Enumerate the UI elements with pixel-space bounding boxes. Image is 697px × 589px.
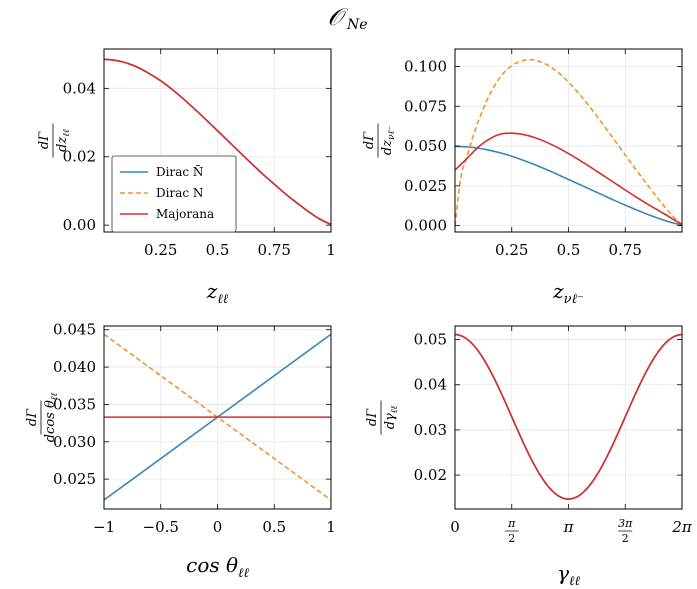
x-tick-label: π <box>563 518 575 536</box>
x-axis-label: zℓℓ <box>206 279 229 307</box>
x-axis-label-sub: νℓ⁻ <box>564 292 584 307</box>
x-axis-label-sub: ℓℓ <box>217 292 228 307</box>
series-line-majorana <box>455 333 682 500</box>
y-axis-label-num: dΓ <box>362 131 377 149</box>
x-tick-label: 0.75 <box>258 241 291 259</box>
x-tick-label: 0.5 <box>262 518 286 536</box>
y-tick-label: 0.025 <box>53 470 96 488</box>
x-axis-label: cos θℓℓ <box>186 553 249 581</box>
y-tick-label: 0.02 <box>414 466 447 484</box>
x-axis-label-sub: ℓℓ <box>238 566 249 581</box>
series-line-dirac-nbar <box>455 145 682 226</box>
legend-label: Majorana <box>156 207 214 221</box>
series-group <box>104 58 331 226</box>
y-axis-label-den: dzνℓ⁻ <box>380 126 397 155</box>
y-tick-label: 0.040 <box>53 358 96 376</box>
y-axis-label-num: dΓ <box>25 408 40 426</box>
x-tick-label: 1 <box>326 241 336 259</box>
y-axis-label: dΓ dcos θℓℓ <box>25 392 60 442</box>
y-axis-label-den-main: dcos θ <box>43 400 58 442</box>
y-axis-label: dΓ dγℓℓ <box>365 400 400 435</box>
y-tick-label: 0.02 <box>63 148 96 166</box>
x-axis-label-main: γ <box>557 561 569 585</box>
y-tick-label: 0.050 <box>404 137 447 155</box>
title-main: 𝒪 <box>327 3 348 31</box>
chart-znul: 0.25 0.5 0.750.0000.0250.0500.0750.100zνℓ⁻… <box>362 48 683 307</box>
y-tick-label: 0.000 <box>404 217 447 235</box>
x-tick-label: 0.25 <box>495 241 528 259</box>
series-line-majorana <box>104 58 331 226</box>
x-tick-label-num: π <box>507 517 516 530</box>
x-tick-label: 0.25 <box>144 241 177 259</box>
legend-box <box>111 155 237 233</box>
x-tick-label: 1 <box>326 518 336 536</box>
x-tick-label: 3π2 <box>618 517 633 545</box>
y-axis-label-den-sub: νℓ⁻ <box>387 126 397 140</box>
y-axis-label-den-sub: ℓℓ <box>50 392 60 400</box>
x-tick-label-den: 2 <box>508 532 515 545</box>
x-axis-label-main: z <box>552 279 564 303</box>
y-axis-label-num: dΓ <box>37 131 52 149</box>
y-tick-label: 0.04 <box>414 376 447 394</box>
legend-label: Dirac N̄ <box>156 164 203 179</box>
y-axis-label-den: dγℓℓ <box>383 405 400 429</box>
series-line-majorana <box>455 132 682 226</box>
series-group <box>455 58 682 226</box>
x-tick-label: 0 <box>450 518 460 536</box>
y-tick-label: 0.00 <box>63 216 96 234</box>
figure-title: 𝒪 Ne <box>327 3 367 33</box>
y-axis-label-den: dcos θℓℓ <box>43 392 60 442</box>
title-subscript: Ne <box>346 17 368 33</box>
y-tick-label: 0.100 <box>404 58 447 76</box>
y-tick-label: 0.030 <box>53 433 96 451</box>
series-group <box>455 333 682 500</box>
x-tick-label: π2 <box>504 517 519 545</box>
y-axis-label-num: dΓ <box>365 408 380 426</box>
series-group <box>104 333 331 501</box>
x-axis-label: zνℓ⁻ <box>552 279 584 307</box>
y-axis-label: dΓ dzνℓ⁻ <box>362 123 397 158</box>
y-tick-label: 0.025 <box>404 177 447 195</box>
y-axis-label-den-sub: ℓℓ <box>390 405 400 413</box>
y-tick-label: 0.03 <box>414 421 447 439</box>
x-axis-label: γℓℓ <box>557 561 580 589</box>
y-axis-label: dΓ dzℓℓ <box>37 123 72 158</box>
x-tick-label: 2π <box>671 518 693 536</box>
y-axis-label-den-main: dz <box>380 140 395 155</box>
y-tick-label: 0.045 <box>53 321 96 339</box>
x-tick-label: 0 <box>213 518 223 536</box>
x-tick-label: −1 <box>93 518 115 536</box>
x-tick-label: 0.5 <box>206 241 230 259</box>
y-axis-label-den-sub: ℓℓ <box>62 129 72 137</box>
y-axis-label-den-main: dγ <box>383 413 398 429</box>
x-tick-label: 0.5 <box>557 241 581 259</box>
x-axis-label-main: z <box>206 279 218 303</box>
y-tick-label: 0.05 <box>414 331 447 349</box>
y-tick-label: 0.035 <box>53 395 96 413</box>
x-axis-label-sub: ℓℓ <box>569 574 580 589</box>
x-tick-label: −0.5 <box>143 518 179 536</box>
x-tick-label: 0.75 <box>609 241 642 259</box>
x-axis-label-main: cos θ <box>186 553 238 577</box>
x-tick-label-num: 3π <box>618 517 633 530</box>
y-axis-label-den: dzℓℓ <box>55 129 72 152</box>
y-axis-label-den-main: dz <box>55 137 70 152</box>
x-tick-label-den: 2 <box>622 532 629 545</box>
y-tick-label: 0.04 <box>63 79 96 97</box>
legend-label: Dirac N <box>156 186 203 200</box>
legend: Dirac N̄ Dirac N Majorana <box>111 155 237 233</box>
series-line-dirac-n <box>455 58 682 226</box>
y-tick-label: 0.075 <box>404 97 447 115</box>
chart-costheta: −1 −0.5 0 0.5 1 0.025 0.030 0.035 0.040 0.045 cos … <box>25 321 336 581</box>
